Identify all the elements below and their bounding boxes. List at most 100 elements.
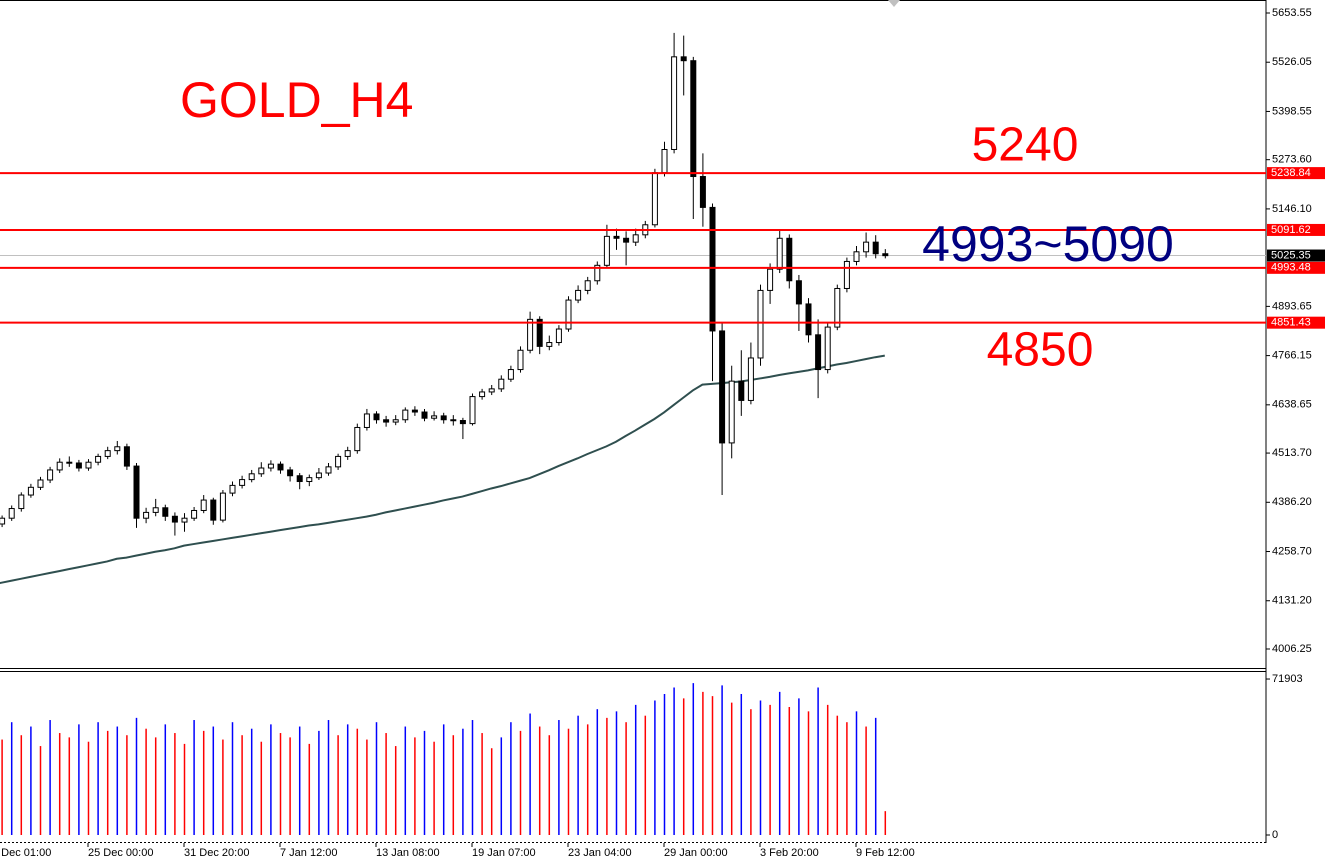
candle-body <box>306 477 313 483</box>
y-tick-label: 4766.15 <box>1272 350 1312 362</box>
candle-body <box>95 455 102 463</box>
candle-body <box>661 148 668 174</box>
candle-body <box>287 469 294 477</box>
x-tick-label: 19 Jan 07:00 <box>472 847 536 857</box>
candle-body <box>267 463 274 469</box>
y-tick-label: 4258.70 <box>1272 545 1312 557</box>
candle-body <box>200 499 207 511</box>
candle-body <box>411 409 418 413</box>
candle-body <box>152 507 159 513</box>
candle-body <box>171 515 178 523</box>
candle-body <box>872 241 879 255</box>
shift-marker <box>888 0 900 7</box>
candle-body <box>229 484 236 494</box>
y-tick-label: 5146.10 <box>1272 203 1312 215</box>
candle-body <box>776 237 783 270</box>
x-tick-label: 7 Jan 12:00 <box>280 847 338 857</box>
candle-body <box>8 508 15 519</box>
candle-body <box>431 415 438 419</box>
candle-body <box>104 450 111 457</box>
y-tick-label: 4006.25 <box>1272 643 1312 655</box>
y-tick-label: 0 <box>1272 829 1278 841</box>
candle-body <box>383 419 390 423</box>
candle-body <box>162 507 169 517</box>
candle-body <box>421 411 428 419</box>
candle-body <box>258 467 265 475</box>
candle-body <box>767 268 774 291</box>
level-label: 4851.43 <box>1271 317 1311 329</box>
candle-body <box>488 388 495 393</box>
y-tick-label: 4513.70 <box>1272 447 1312 459</box>
candle-body <box>440 415 447 421</box>
candle-body <box>507 369 514 380</box>
level-label-box <box>1267 167 1325 180</box>
candle-body <box>133 465 140 519</box>
candle-body <box>651 172 658 226</box>
candle-body <box>584 280 591 291</box>
candle-body <box>27 486 34 496</box>
candle-body <box>66 461 73 464</box>
candle-body <box>728 380 735 444</box>
candle-body <box>219 492 226 521</box>
candle-body <box>277 463 284 471</box>
level-label-box <box>1267 223 1325 236</box>
level-label: 5091.62 <box>1271 224 1311 236</box>
moving-average <box>0 354 885 585</box>
candle-body <box>709 206 716 332</box>
candle-body <box>114 446 121 452</box>
level-label: 5238.84 <box>1271 167 1311 179</box>
annotation: 4850 <box>987 324 1094 377</box>
y-tick-label: 5526.05 <box>1272 56 1312 68</box>
candle-body <box>853 251 860 262</box>
annotation: GOLD_H4 <box>180 72 413 128</box>
candle-body <box>0 517 6 525</box>
candle-body <box>479 391 486 398</box>
candle-body <box>882 253 889 257</box>
x-tick-label: 29 Jan 00:00 <box>664 847 728 857</box>
y-tick-label: 4638.65 <box>1272 399 1312 411</box>
candle-body <box>18 494 25 510</box>
candle-body <box>747 357 754 401</box>
candle-body <box>498 378 505 390</box>
y-tick-label: 4386.20 <box>1272 496 1312 508</box>
candle-body <box>527 318 534 351</box>
x-tick-label: 23 Jan 04:00 <box>568 847 632 857</box>
candle-body <box>623 237 630 243</box>
current-price-box <box>1267 249 1325 262</box>
candle-body <box>335 455 342 468</box>
candle-body <box>815 334 822 371</box>
candle-body <box>546 342 553 347</box>
candle-body <box>690 60 697 178</box>
candle-body <box>392 419 399 423</box>
level-label: 4993.48 <box>1271 262 1311 274</box>
candle-body <box>757 289 764 359</box>
current-price-label: 5025.35 <box>1271 249 1311 261</box>
candle-body <box>315 472 322 479</box>
candle-body <box>575 289 582 301</box>
candle-body <box>402 409 409 421</box>
candle-body <box>738 380 745 401</box>
candle-body <box>671 56 678 150</box>
candle-body <box>363 413 370 428</box>
y-tick-label: 5653.55 <box>1272 7 1312 19</box>
candle-body <box>536 318 543 347</box>
candle-body <box>843 260 850 289</box>
candle-body <box>594 264 601 282</box>
candle-body <box>805 303 812 336</box>
candle-body <box>603 235 610 266</box>
candle-body <box>795 280 802 305</box>
x-tick-label: 13 Jan 08:00 <box>376 847 440 857</box>
x-tick-label: 9 Dec 01:00 <box>0 847 51 857</box>
candle-body <box>56 461 63 471</box>
candle-body <box>239 479 246 486</box>
annotation: 4993~5090 <box>922 216 1174 272</box>
candle-body <box>47 469 54 481</box>
candle-body <box>85 461 92 469</box>
level-label-box <box>1267 316 1325 329</box>
candle-body <box>354 426 361 452</box>
candle-body <box>37 479 44 488</box>
annotation: 5240 <box>972 119 1079 172</box>
y-tick-label: 71903 <box>1272 673 1303 685</box>
